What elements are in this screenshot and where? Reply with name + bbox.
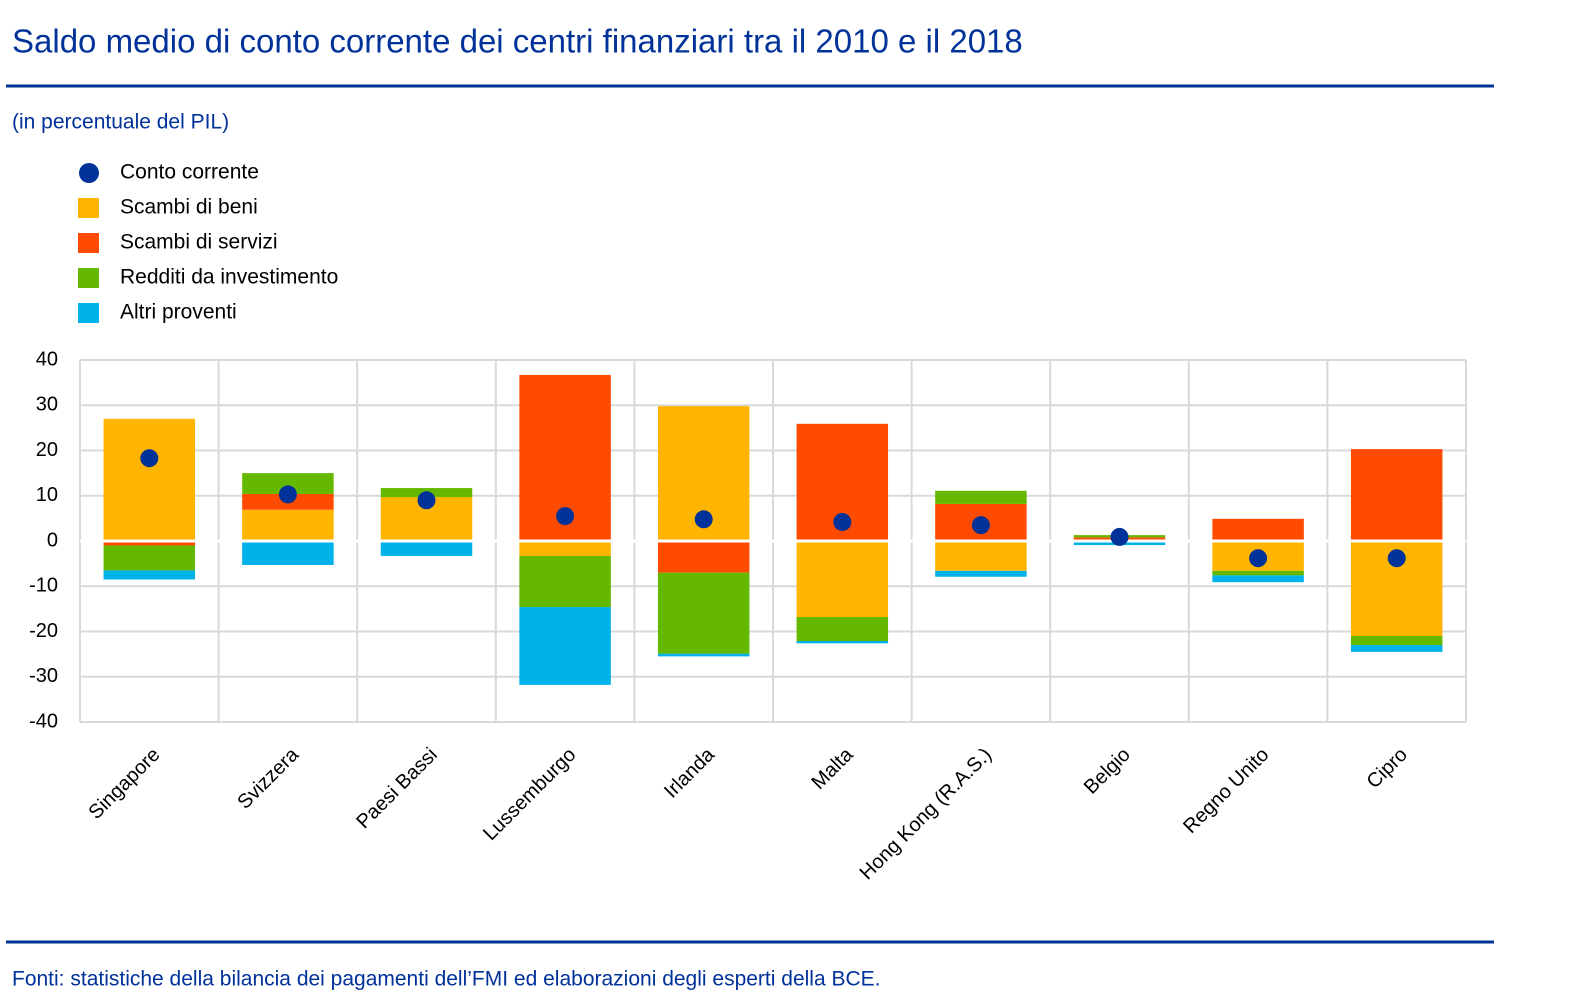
dot xyxy=(1110,527,1129,546)
x-tick-label: Malta xyxy=(807,743,858,794)
chart-title: Saldo medio di conto corrente dei centri… xyxy=(12,23,1023,60)
bar-segment xyxy=(1212,570,1304,576)
bar-segment xyxy=(103,545,196,571)
source: Fonti: statistiche della bilancia dei pa… xyxy=(12,968,880,991)
x-tick-label: Irlanda xyxy=(660,743,719,802)
dot xyxy=(833,512,852,531)
legend-marker xyxy=(78,233,99,253)
bar-segment xyxy=(657,541,750,573)
bar-segment xyxy=(103,570,196,580)
legend-label: Scambi di beni xyxy=(120,196,258,219)
legend-label: Scambi di servizi xyxy=(120,231,278,254)
bar-segment xyxy=(519,541,611,556)
bar-segment xyxy=(242,541,334,565)
bar-segment xyxy=(657,572,750,654)
bar-segment xyxy=(380,541,473,556)
legend-label: Altri proventi xyxy=(120,301,237,324)
dot xyxy=(1249,549,1268,568)
x-tick-label: Svizzera xyxy=(233,743,303,813)
bar-segment xyxy=(935,541,1027,571)
dot xyxy=(971,516,990,535)
bar-segment xyxy=(796,541,889,618)
bar-segment xyxy=(796,617,889,642)
dot xyxy=(278,485,297,504)
subtitle: (in percentuale del PIL) xyxy=(12,111,229,134)
bar-segment xyxy=(1350,645,1443,652)
bar-segment xyxy=(519,607,611,685)
bar-segment xyxy=(657,653,750,657)
y-tick-label: -20 xyxy=(29,620,58,642)
dot xyxy=(417,491,436,510)
x-tick-label: Lussemburgo xyxy=(479,744,580,845)
legend-marker xyxy=(79,163,99,183)
bar-segment xyxy=(1350,449,1443,541)
y-tick-label: 40 xyxy=(36,348,58,370)
bar-segment xyxy=(242,473,334,494)
x-tick-label: Cipro xyxy=(1363,744,1412,793)
bar-segment xyxy=(1212,575,1304,583)
legend-label: Redditi da investimento xyxy=(120,266,338,289)
bar-segment xyxy=(242,509,334,541)
bar-segment xyxy=(519,555,611,608)
dot xyxy=(556,507,575,526)
y-tick-label: -30 xyxy=(29,665,58,687)
dot xyxy=(694,510,713,529)
y-tick-label: 30 xyxy=(36,394,58,416)
dot xyxy=(1387,549,1406,568)
legend-marker xyxy=(78,268,99,288)
bar-segment xyxy=(1212,518,1304,541)
bar-segment xyxy=(1350,636,1443,646)
bar-segment xyxy=(103,418,196,541)
legend-label: Conto corrente xyxy=(120,161,259,184)
legend-marker xyxy=(78,303,99,323)
x-tick-label: Paesi Bassi xyxy=(352,744,441,833)
x-tick-label: Belgio xyxy=(1080,744,1135,799)
x-tick-label: Hong Kong (R.A.S.) xyxy=(856,744,997,885)
bar-segment xyxy=(796,641,889,644)
y-tick-label: 20 xyxy=(36,439,58,461)
bar-segment xyxy=(935,570,1027,577)
x-tick-label: Regno Unito xyxy=(1179,744,1273,838)
y-tick-label: -40 xyxy=(29,710,58,732)
y-tick-label: 0 xyxy=(47,529,58,551)
x-tick-label: Singapore xyxy=(85,744,165,824)
bar-segment xyxy=(103,541,196,546)
dot xyxy=(140,449,159,468)
y-tick-label: -10 xyxy=(29,575,58,597)
y-tick-label: 10 xyxy=(36,484,58,506)
legend-marker xyxy=(78,198,99,218)
bar-segment xyxy=(935,490,1027,504)
